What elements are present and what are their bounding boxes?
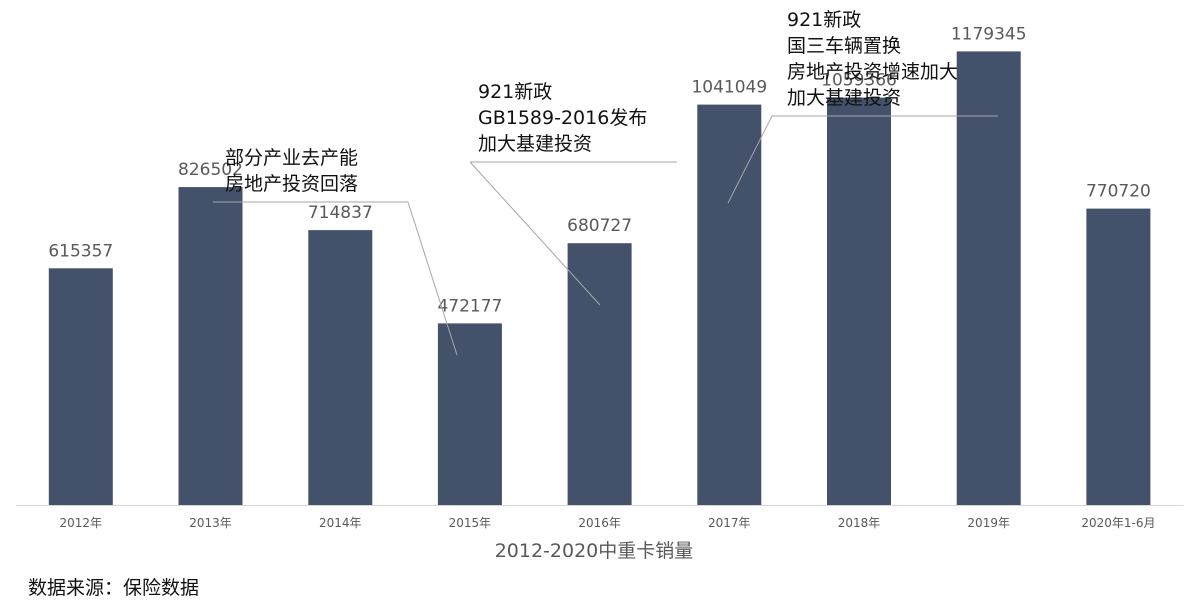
annotation-text: 房地产投资回落 <box>225 173 358 195</box>
annotation-leader-line <box>727 115 773 204</box>
x-tick-label: 2012年 <box>60 516 103 530</box>
annotation-leader-line <box>469 161 601 306</box>
data-label: 680727 <box>567 216 632 236</box>
bar <box>437 323 502 505</box>
bar <box>567 243 632 505</box>
x-tick-label: 2018年 <box>838 516 881 530</box>
bar <box>48 268 113 505</box>
annotation-text: 加大基建投资 <box>478 133 592 155</box>
data-label: 826502 <box>178 160 243 180</box>
x-tick-label: 2015年 <box>449 516 492 530</box>
data-label: 1179345 <box>951 24 1027 44</box>
annotation-text: 921新政 <box>787 9 861 31</box>
bar <box>956 51 1021 506</box>
annotation-text: 房地产投资增速加大 <box>787 61 958 83</box>
bar <box>1086 208 1151 505</box>
data-label: 472177 <box>437 296 502 316</box>
data-label: 1041049 <box>691 78 767 98</box>
x-tick-label: 2020年1-6月 <box>1081 516 1155 530</box>
data-label: 770720 <box>1086 182 1151 202</box>
annotation-text: 部分产业去产能 <box>225 147 358 169</box>
x-tick-label: 2017年 <box>708 516 751 530</box>
x-tick-label: 2016年 <box>578 516 621 530</box>
bar <box>308 230 373 505</box>
data-label: 615357 <box>48 241 113 261</box>
bar <box>697 104 762 505</box>
data-label: 1059366 <box>821 71 897 91</box>
chart-title: 2012-2020中重卡销量 <box>495 540 694 562</box>
x-tick-label: 2013年 <box>189 516 232 530</box>
bar <box>827 97 891 505</box>
annotation-text: 921新政 <box>478 81 552 103</box>
bar <box>178 187 243 505</box>
source-note: 数据来源：保险数据 <box>28 577 200 599</box>
annotation-text: 加大基建投资 <box>787 87 901 109</box>
annotation-text: 国三车辆置换 <box>787 35 901 57</box>
annotation-leader-line <box>407 201 458 356</box>
data-label: 714837 <box>308 203 373 223</box>
x-tick-label: 2019年 <box>967 516 1010 530</box>
x-tick-label: 2014年 <box>319 516 362 530</box>
annotation-text: GB1589-2016发布 <box>478 107 647 129</box>
